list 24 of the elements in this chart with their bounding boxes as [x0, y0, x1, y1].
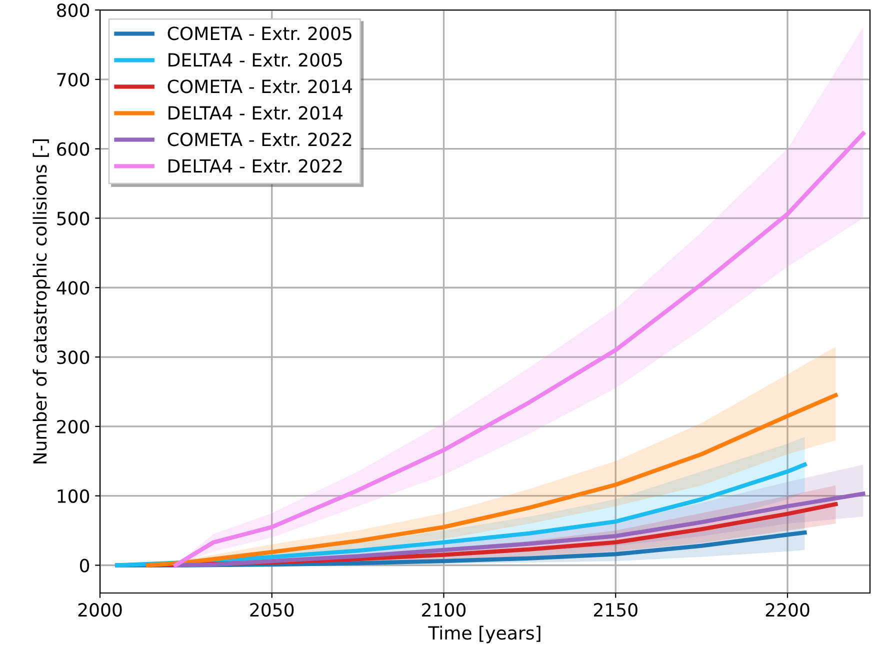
x-tick-label: 2000 [78, 603, 122, 617]
y-tick-label: 800 [57, 3, 90, 18]
legend-label: COMETA - Extr. 2005 [168, 26, 352, 40]
x-tick-label: 2100 [422, 603, 466, 617]
line-series [146, 393, 838, 568]
y-tick-label: 700 [57, 72, 90, 87]
y-tick-label: 300 [57, 350, 90, 364]
x-tick-label: 2050 [250, 603, 294, 617]
legend-label: COMETA - Extr. 2014 [168, 80, 352, 94]
x-tick-label: 2150 [594, 603, 638, 617]
y-axis-title: Number of catastrophic collisions [-] [32, 139, 50, 464]
y-tick-label: 200 [57, 420, 90, 434]
y-tick-label: 400 [56, 281, 90, 295]
y-tick-label: 0 [80, 558, 90, 572]
legend-label: COMETA - Extr. 2022 [168, 132, 352, 146]
legend-label: DELTA4 - Extr. 2005 [168, 53, 342, 67]
x-axis-title: Time [years] [428, 626, 540, 644]
y-tick-label: 600 [57, 142, 90, 156]
y-tick-label: 100 [58, 489, 90, 503]
x-tick-label: 2200 [766, 603, 810, 617]
legend-label: DELTA4 - Extr. 2014 [168, 106, 343, 120]
legend-label: DELTA4 - Extr. 2022 [168, 159, 342, 173]
line-series [174, 492, 866, 568]
y-tick-label: 500 [57, 212, 90, 226]
